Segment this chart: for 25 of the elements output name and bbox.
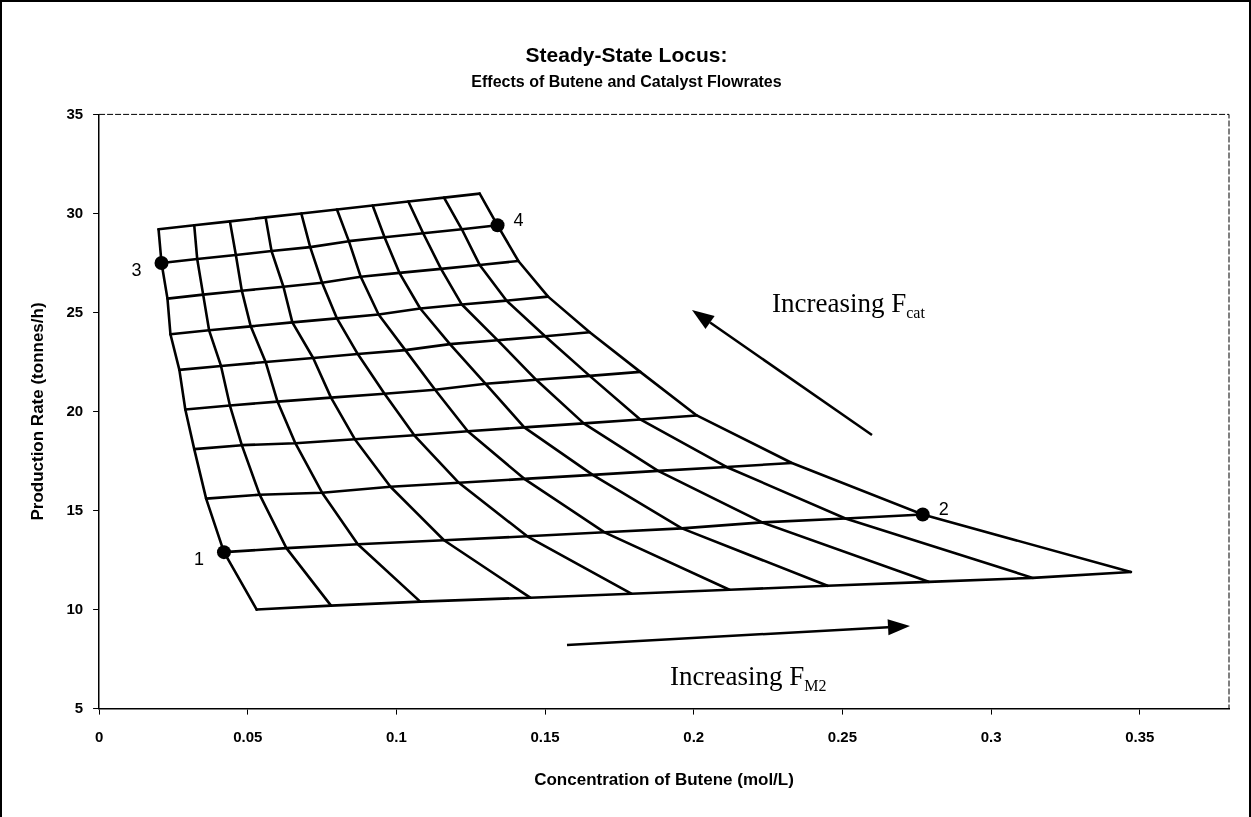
annotation: 2 <box>938 499 949 520</box>
y-axis-title: Production Rate (tonnes/h) <box>27 302 47 521</box>
annotation: Increasing F$_{M2}$ <box>670 660 828 697</box>
annotation: 4 <box>513 210 524 231</box>
annotation: Increasing F$_{cat}$ <box>772 287 926 324</box>
chart-subtitle: Effects of Butene and Catalyst Flowrates <box>471 73 782 91</box>
y-tick-label: 10 <box>66 599 84 617</box>
y-tick-label: 25 <box>66 302 84 320</box>
y-tick-label: 35 <box>66 104 84 122</box>
x-tick-label: 0.2 <box>683 727 705 745</box>
y-tick-label: 20 <box>66 401 84 419</box>
chart-title: Steady-State Locus: <box>525 43 728 67</box>
x-tick-label: 0.25 <box>827 727 858 745</box>
annotation: 1 <box>193 549 204 570</box>
x-tick-label: 0.35 <box>1125 727 1155 745</box>
x-axis-title: Concentration of Butene (mol/L) <box>534 770 794 790</box>
y-tick-label: 5 <box>74 698 84 716</box>
annotation: 3 <box>131 259 142 280</box>
x-tick-label: 0.15 <box>530 727 560 745</box>
x-tick-label: 0.3 <box>980 727 1002 745</box>
y-tick-label: 15 <box>66 500 84 518</box>
x-tick-label: 0.05 <box>233 727 263 745</box>
x-tick-label: 0.1 <box>386 727 407 745</box>
x-tick-label: 0 <box>94 727 104 745</box>
y-tick-label: 30 <box>66 203 84 221</box>
